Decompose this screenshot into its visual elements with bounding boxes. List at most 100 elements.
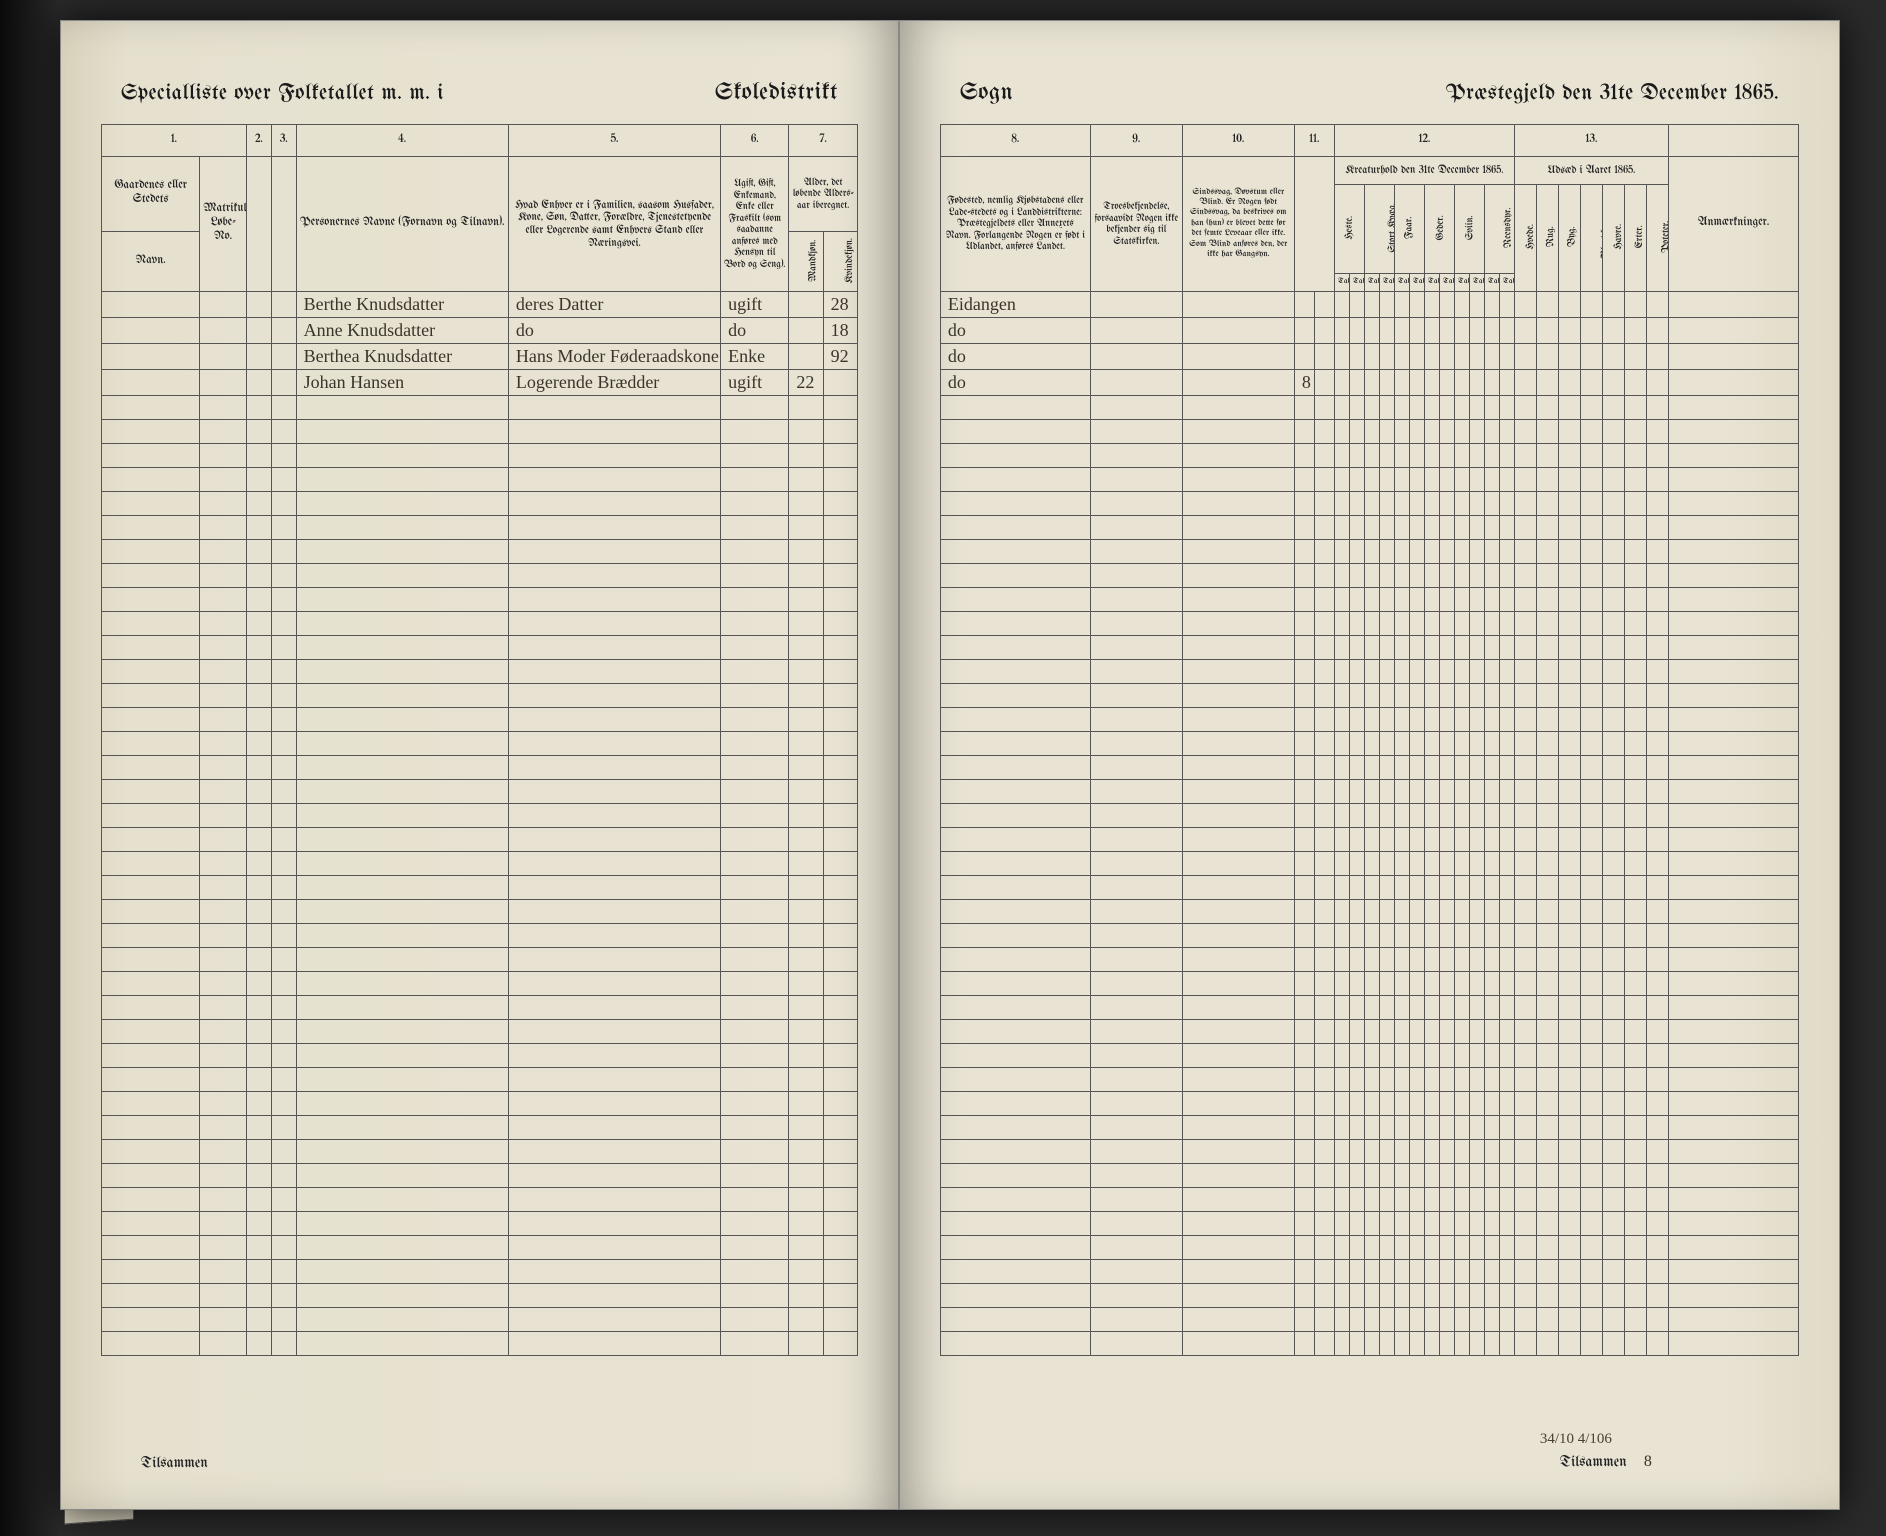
- table-row: [940, 876, 1798, 900]
- table-row: [102, 1092, 858, 1116]
- table-row: [102, 1068, 858, 1092]
- tally-note: 34/10 4/106: [1540, 1432, 1612, 1447]
- h-3: Huusholdninger.: [271, 157, 296, 292]
- rh-12t: Kreaturhold den 31te December 1865.: [1334, 157, 1514, 185]
- tbody-right: Eidangendododo8: [940, 292, 1798, 1356]
- rh-14: Anmærkninger.: [1669, 157, 1799, 292]
- rh-9: Troesbekjendelse, forsaavidt Nogen ikke …: [1090, 157, 1182, 292]
- footer-left: Tilsammen: [141, 1455, 208, 1471]
- table-right: 8. 9. 10. 11. 12. 13. Fødested, nemlig K…: [940, 124, 1799, 1356]
- table-row: [940, 660, 1798, 684]
- rn-10: 10.: [1182, 125, 1294, 157]
- rh12-1: Stort Kvæg.: [1364, 185, 1394, 274]
- table-row: Johan HansenLogerende Brædderugift22: [102, 370, 858, 396]
- title-right-b: Præstegjeld den 31te December 1865.: [1446, 82, 1779, 105]
- left-heading-row: Specialliste over Folketallet m. m. i Sk…: [101, 81, 858, 124]
- header-row-r1: Fødested, nemlig Kjøbstadens eller Lade-…: [940, 157, 1798, 185]
- h-7: Alder, det løbende Alders-aar iberegnet.: [789, 157, 857, 232]
- h-4: Personernes Navne (Fornavn og Tilnavn).: [296, 157, 508, 292]
- rn-9: 9.: [1090, 125, 1182, 157]
- rn-8: 8.: [940, 125, 1090, 157]
- table-row: [102, 1308, 858, 1332]
- table-row: [102, 492, 858, 516]
- table-row: [940, 972, 1798, 996]
- h-1b: Navn.: [102, 232, 200, 292]
- table-row: [102, 564, 858, 588]
- table-row: [102, 1044, 858, 1068]
- table-row: [102, 1140, 858, 1164]
- table-row: [940, 1116, 1798, 1140]
- table-row: [940, 444, 1798, 468]
- table-row: [102, 660, 858, 684]
- table-row: [940, 828, 1798, 852]
- table-row: [940, 1332, 1798, 1356]
- tbody-left: Berthe Knudsdatterderes Datterugift28Ann…: [102, 292, 858, 1356]
- table-row: [102, 612, 858, 636]
- table-row: [102, 1020, 858, 1044]
- table-row: [102, 1332, 858, 1356]
- rh12-3: Geder.: [1424, 185, 1454, 274]
- table-row: [940, 1188, 1798, 1212]
- table-row: [102, 708, 858, 732]
- table-row: [940, 852, 1798, 876]
- table-row: do8: [940, 370, 1798, 396]
- h-7b: Kvindekjøn.: [823, 232, 857, 292]
- table-row: [102, 420, 858, 444]
- rh-13t: Udsæd i Aaret 1865.: [1514, 157, 1668, 185]
- table-row: [940, 468, 1798, 492]
- table-row: do: [940, 344, 1798, 370]
- table-row: [940, 1068, 1798, 1092]
- table-row: [940, 732, 1798, 756]
- table-row: [102, 684, 858, 708]
- table-row: [940, 756, 1798, 780]
- table-left: 1. 2. 3. 4. 5. 6. 7. Gaardenes eller Ste…: [101, 124, 858, 1356]
- colnum-row: 1. 2. 3. 4. 5. 6. 7.: [102, 125, 858, 157]
- table-row: Berthe Knudsdatterderes Datterugift28: [102, 292, 858, 318]
- table-row: do: [940, 318, 1798, 344]
- table-row: [940, 1284, 1798, 1308]
- table-row: [102, 1164, 858, 1188]
- table-row: [940, 948, 1798, 972]
- table-row: [102, 948, 858, 972]
- table-row: [102, 972, 858, 996]
- rh13-5: Erter.: [1624, 185, 1646, 292]
- page-right: Sogn Præstegjeld den 31te December 1865.: [899, 20, 1840, 1510]
- right-heading-row: Sogn Præstegjeld den 31te December 1865.: [940, 81, 1799, 124]
- coln-7: 7.: [789, 125, 857, 157]
- coln-3: 3.: [271, 125, 296, 157]
- table-row: Anne Knudsdatterdodo18: [102, 318, 858, 344]
- rh12-4: Sviin.: [1454, 185, 1484, 274]
- rn-12: 12.: [1334, 125, 1514, 157]
- rh12-5: Reensdyr.: [1484, 185, 1514, 274]
- table-row: [940, 1236, 1798, 1260]
- table-row: [940, 1308, 1798, 1332]
- table-row: [940, 1020, 1798, 1044]
- title-left-b: Skoledistrikt: [715, 81, 838, 106]
- title-right-a: Sogn: [960, 81, 1013, 106]
- table-row: [940, 996, 1798, 1020]
- table-row: [940, 516, 1798, 540]
- rh13-0: Hvede.: [1514, 185, 1536, 292]
- colnum-row-r: 8. 9. 10. 11. 12. 13.: [940, 125, 1798, 157]
- rh-8: Fødested, nemlig Kjøbstadens eller Lade-…: [940, 157, 1090, 292]
- rh13-4: Havre.: [1602, 185, 1624, 292]
- coln-2: 2.: [246, 125, 271, 157]
- h-1a: Gaardenes eller Stedets: [102, 157, 200, 232]
- table-row: [102, 1260, 858, 1284]
- ledger-book: Specialliste over Folketallet m. m. i Sk…: [60, 20, 1840, 1510]
- table-row: [940, 1140, 1798, 1164]
- table-row: Berthea KnudsdatterHans Moder Føderaadsk…: [102, 344, 858, 370]
- table-row: [102, 444, 858, 468]
- table-row: [102, 996, 858, 1020]
- rn-11: 11.: [1294, 125, 1334, 157]
- table-row: [940, 420, 1798, 444]
- rh13-2: Byg.: [1558, 185, 1580, 292]
- table-row: [102, 396, 858, 420]
- table-row: [940, 1044, 1798, 1068]
- table-row: [102, 780, 858, 804]
- table-row: [102, 732, 858, 756]
- coln-4: 4.: [296, 125, 508, 157]
- rn-13: 13.: [1514, 125, 1668, 157]
- rh-11: Samlet Folketal paa hvert Bosted.: [1294, 157, 1334, 292]
- table-row: [940, 540, 1798, 564]
